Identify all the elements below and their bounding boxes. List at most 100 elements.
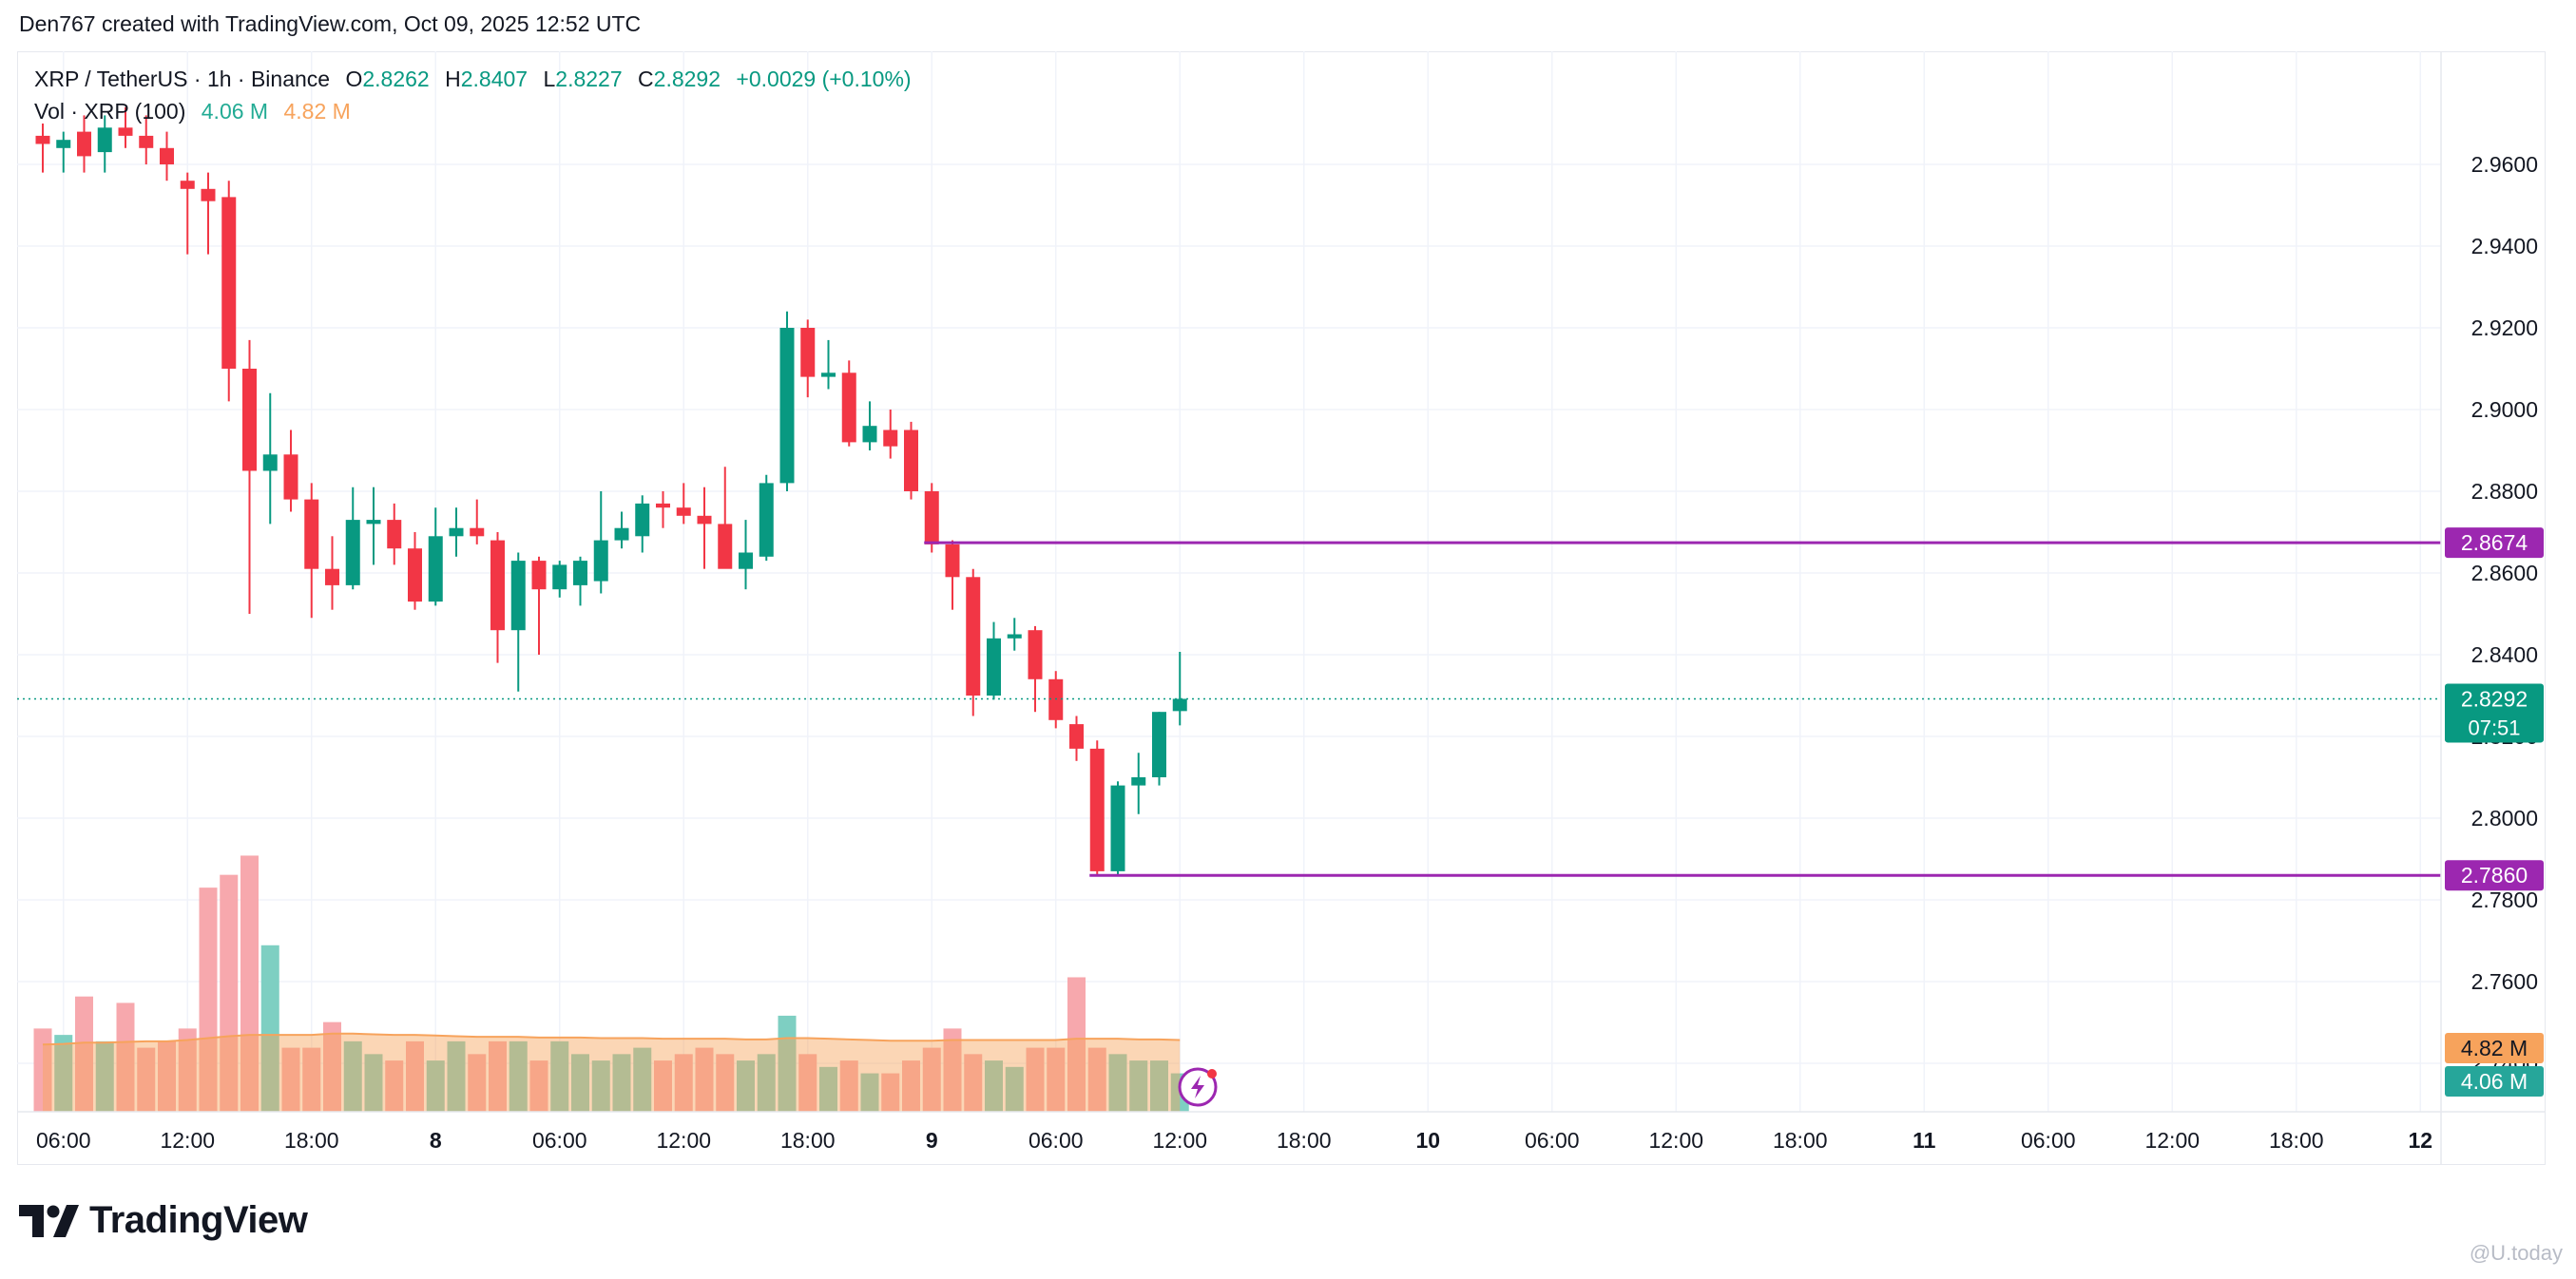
vol-ma-axis-bg [2445,1033,2544,1063]
x-tick-label: 06:00 [1028,1128,1084,1153]
legend-vol-label[interactable]: Vol · XRP (100) [34,99,186,124]
volume-bar [343,1040,362,1112]
volume-bar [737,1060,755,1112]
notification-dot-icon [1207,1069,1217,1079]
volume-bar [881,1073,900,1112]
candle-body [221,197,237,369]
volume-bar [757,1054,776,1112]
candle-body [676,507,691,516]
candle-body [841,372,856,443]
bar-countdown-label: 07:51 [2468,716,2520,739]
candle-body [118,127,133,136]
candle-body [1089,748,1105,871]
tradingview-brand[interactable]: TradingView [19,1199,308,1242]
volume-ma-fill [43,1033,1181,1112]
vol-axis-bg [2445,1066,2544,1097]
x-tick-label: 11 [1913,1128,1936,1153]
candle-body [718,524,733,569]
candle [656,491,670,528]
candle-body [242,369,257,471]
candle-body [531,561,547,590]
volume-bar [943,1028,962,1112]
x-tick-label: 06:00 [1525,1128,1580,1153]
candle-body [697,515,712,525]
legend-vol-ma-value: 4.82 M [283,99,351,124]
volume-bar [839,1060,858,1112]
volume-bar [612,1054,631,1112]
candle [821,339,836,390]
candle [676,483,691,525]
candle [201,172,216,255]
vol-ma-axis-label: 4.82 M [2461,1036,2528,1060]
candle-body [35,135,50,144]
volume-bar [260,945,279,1112]
volume-bar [220,874,239,1112]
volume-bar [1067,977,1086,1112]
candle [841,360,856,447]
y-tick-label: 2.8000 [2471,806,2538,830]
volume-bar [798,1054,817,1112]
volume-bar [75,996,93,1112]
horizontal-levels: 2.8674 2.7860 [924,527,2544,891]
x-tick-label: 06:00 [36,1128,91,1153]
candle-body [304,499,319,569]
candle-body [614,527,629,541]
candle-body [180,181,195,189]
legend-symbol[interactable]: XRP / TetherUS · 1h · Binance [34,67,331,91]
legend-o-label: O [345,67,363,91]
volume-bar [158,1040,176,1112]
candle-body [345,520,360,585]
candle [345,487,360,590]
y-tick-label: 2.8400 [2471,642,2538,667]
candle-body [1007,634,1022,639]
y-tick-label: 2.9000 [2471,397,2538,422]
candle [1152,712,1166,786]
volume-bar [902,1060,920,1112]
lightning-bolt-icon [1191,1076,1204,1098]
volume-bar [591,1060,610,1112]
candle [449,507,464,557]
candle [77,115,91,173]
volume-bar [137,1047,156,1112]
candle-body [552,564,567,590]
legend-open: 2.8262 [362,67,430,91]
candle-body [366,520,381,525]
x-tick-label: 9 [926,1128,938,1153]
y-tick-label: 2.9600 [2471,152,2538,177]
candle-body [490,540,505,631]
candle [180,172,195,255]
candle [573,556,587,606]
level-label-bg [2445,860,2544,891]
candle [966,568,981,716]
candles [35,106,1187,876]
last-price-label-bg [2445,683,2544,743]
legend-low: 2.8227 [555,67,623,91]
candle [160,131,174,181]
candle-body [1110,785,1125,871]
y-tick-label: 2.9200 [2471,315,2538,340]
candle [490,532,505,663]
candle-body [635,503,650,537]
candle [718,467,733,569]
level-label: 2.8674 [2461,530,2528,555]
chart-attribution: Den767 created with TradingView.com, Oct… [19,11,642,36]
last-price-label: 2.8292 [2461,686,2528,711]
volume-bar [385,1060,404,1112]
candle-body [160,147,174,164]
candle-body [325,568,339,585]
x-tick-label: 06:00 [2021,1128,2076,1153]
volume-bar [1150,1060,1168,1112]
candle [242,339,257,614]
candle [1048,671,1064,729]
candle-body [966,577,981,696]
x-tick-label: 12:00 [160,1128,215,1153]
candle-body [759,483,774,557]
candle-body [987,638,1001,696]
volume-bar [240,855,259,1112]
volume-bar [54,1035,73,1112]
legend-high: 2.8407 [460,67,529,91]
candle [1131,753,1146,814]
candle-body [139,135,154,148]
candle [1028,625,1043,713]
